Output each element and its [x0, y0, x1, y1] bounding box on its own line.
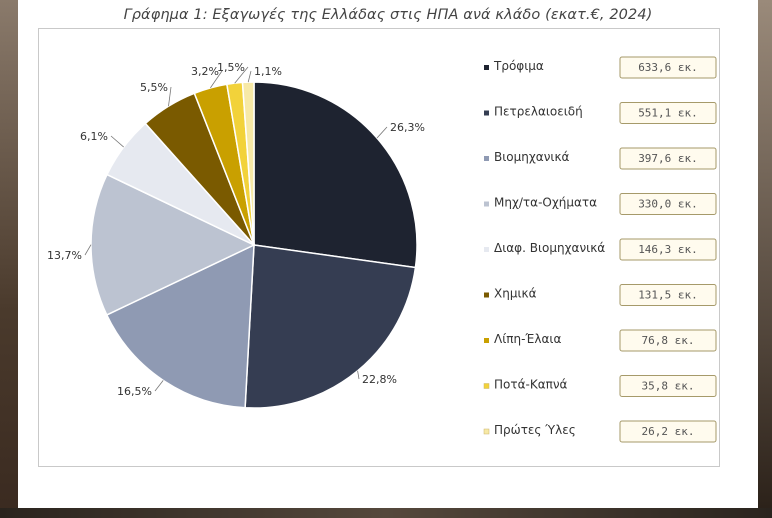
background-bottom [0, 508, 772, 518]
leader-line-1 [376, 126, 388, 139]
leader-line-8 [234, 66, 249, 84]
pie-slice-3 [105, 243, 255, 409]
percent-label-4: 13,7% [47, 249, 82, 262]
value-label-6: 131,5 εκ. [638, 289, 698, 302]
legend-swatch-1 [484, 65, 489, 70]
legend-label-8: Ποτά-Καπνά [494, 378, 568, 392]
pie-slices [90, 81, 418, 409]
leader-lines [84, 66, 388, 392]
legend-label-1: Τρόφιμα [493, 59, 544, 73]
percent-label-2: 22,8% [362, 373, 397, 386]
pie-slice-2 [244, 244, 417, 409]
legend-label-9: Πρώτες Ύλες [494, 423, 576, 437]
leader-line-6 [168, 86, 172, 107]
value-label-1: 633,6 εκ. [638, 61, 698, 74]
legend-label-3: Βιομηχανικά [494, 150, 570, 164]
legend: Τρόφιμα 633,6 εκ. Πετρελαιοειδή 551,1 εκ. Βι… [483, 56, 717, 443]
legend-item-8: Ποτά-Καπνά 35,8 εκ. [483, 375, 717, 397]
value-box-9 [619, 420, 717, 443]
leader-line-3 [154, 380, 164, 392]
legend-swatch-5 [484, 247, 489, 252]
value-label-8: 35,8 εκ. [642, 380, 695, 393]
value-box-5 [619, 238, 717, 261]
leader-line-9 [247, 70, 252, 83]
legend-item-2: Πετρελαιοειδή 551,1 εκ. [484, 102, 717, 124]
leader-line-5 [110, 135, 124, 148]
leader-line-2 [357, 370, 360, 380]
legend-item-6: Χημικά 131,5 εκ. [484, 284, 717, 306]
legend-item-4: Μηχ/τα-Οχήματα 330,0 εκ. [484, 193, 717, 215]
value-label-9: 26,2 εκ. [642, 425, 695, 438]
legend-swatch-8 [483, 383, 490, 389]
legend-item-1: Τρόφιμα 633,6 εκ. [484, 56, 717, 79]
pie-slice-1 [253, 81, 418, 269]
background-right [758, 0, 772, 518]
legend-label-4: Μηχ/τα-Οχήματα [494, 196, 597, 210]
legend-item-7: Λίπη-Έλαια 76,8 εκ. [484, 329, 717, 352]
percent-label-3: 16,5% [117, 385, 152, 398]
value-box-6 [619, 284, 717, 306]
leader-line-4 [84, 244, 92, 256]
legend-swatch-3 [484, 156, 489, 161]
legend-item-5: Διαφ. Βιομηχανικά 146,3 εκ. [484, 238, 717, 261]
percent-label-8: 1,5% [217, 61, 245, 74]
legend-item-3: Βιομηχανικά 397,6 εκ. [484, 147, 717, 170]
legend-swatch-2 [484, 110, 489, 116]
percent-label-1: 26,3% [390, 121, 425, 134]
legend-swatch-9 [483, 428, 490, 435]
value-box-2 [619, 102, 717, 124]
legend-label-2: Πετρελαιοειδή [494, 105, 583, 119]
value-label-2: 551,1 εκ. [638, 107, 698, 120]
legend-swatch-4 [484, 201, 489, 207]
percent-labels: 26,3% 22,8% 16,5% 13,7% 6,1% 5,5% 3,2%1,5% 1,1% [47, 61, 425, 398]
legend-label-7: Λίπη-Έλαια [494, 332, 561, 346]
value-box-8 [619, 375, 717, 397]
value-box-7 [619, 329, 717, 352]
percent-label-9: 1,1% [254, 65, 282, 78]
value-box-3 [619, 147, 717, 170]
value-label-5: 146,3 εκ. [638, 243, 698, 256]
chart-title: Γράφημα 1: Εξαγωγές της Ελλάδας στις ΗΠΑ… [123, 7, 653, 23]
background-left [0, 0, 18, 518]
percent-label-7: 3,2% [191, 65, 219, 78]
value-label-7: 76,8 εκ. [642, 334, 695, 347]
value-box-1 [619, 56, 717, 79]
legend-swatch-6 [484, 292, 489, 298]
legend-swatch-7 [484, 338, 489, 343]
value-box-4 [619, 193, 717, 215]
value-label-3: 397,6 εκ. [638, 152, 698, 165]
legend-label-5: Διαφ. Βιομηχανικά [494, 241, 605, 255]
value-label-4: 330,0 εκ. [638, 198, 698, 211]
percent-label-6: 5,5% [140, 81, 168, 94]
percent-label-5: 6,1% [80, 130, 108, 143]
leader-line-7 [210, 70, 223, 89]
legend-label-6: Χημικά [494, 287, 537, 301]
legend-item-9: Πρώτες Ύλες 26,2 εκ. [483, 420, 717, 443]
